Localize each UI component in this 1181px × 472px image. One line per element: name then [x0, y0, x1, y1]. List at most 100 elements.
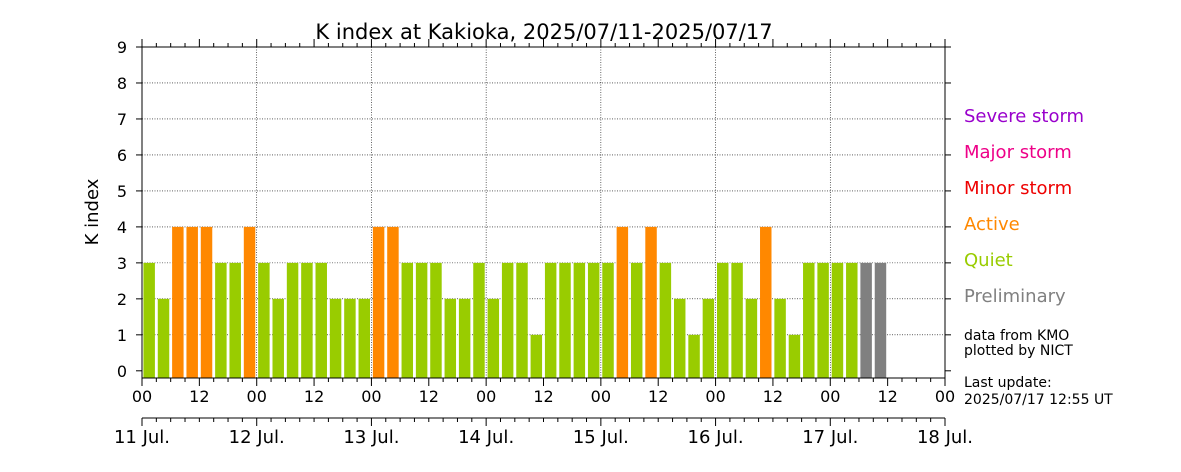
y-tick-label: 2: [117, 290, 127, 309]
x-tick-label: 00: [361, 387, 381, 406]
bar: [645, 226, 657, 378]
x-tick-label: 12: [648, 387, 668, 406]
x-tick-label: 00: [705, 387, 725, 406]
last-update-time: 2025/07/17 12:55 UT: [964, 392, 1113, 408]
bar: [516, 262, 528, 378]
bar: [717, 262, 729, 378]
date-tick-label: 13 Jul.: [343, 427, 399, 448]
x-tick-label: 12: [189, 387, 209, 406]
bar: [803, 262, 815, 378]
bar: [846, 262, 858, 378]
bar: [372, 226, 385, 378]
date-tick-label: 18 Jul.: [917, 427, 973, 448]
legend-major: Major storm: [964, 142, 1072, 163]
x-tick-label: 12: [763, 387, 783, 406]
bar: [659, 262, 672, 378]
bar: [358, 298, 370, 378]
bar: [186, 226, 198, 378]
bar: [272, 298, 284, 378]
bar: [157, 298, 170, 378]
date-tick-label: 16 Jul.: [688, 427, 744, 448]
x-tick-label: 00: [132, 387, 152, 406]
bar: [817, 262, 829, 378]
bar: [501, 262, 514, 378]
y-tick-label: 9: [117, 38, 127, 57]
bar: [559, 262, 571, 378]
bar: [387, 226, 399, 378]
data-source-note: data from KMO: [964, 328, 1069, 344]
bar: [630, 262, 643, 378]
grid-lines: [142, 46, 945, 378]
legend-quiet: Quiet: [964, 250, 1013, 271]
x-tick-label: 00: [591, 387, 611, 406]
bar: [760, 226, 772, 378]
bar: [200, 226, 213, 378]
x-tick-label: 00: [247, 387, 267, 406]
y-tick-label: 0: [117, 362, 127, 381]
bar: [487, 298, 500, 378]
bar: [473, 262, 485, 378]
x-tick-label: 12: [304, 387, 324, 406]
y-tick-label: 3: [117, 254, 127, 273]
plotted-by-note: plotted by NICT: [964, 343, 1073, 359]
x-tick-label: 00: [820, 387, 840, 406]
legend-minor: Minor storm: [964, 178, 1072, 199]
last-update-label: Last update:: [964, 375, 1052, 391]
bar: [172, 226, 184, 378]
bar: [774, 298, 786, 378]
legend-preliminary: Preliminary: [964, 286, 1066, 307]
bar: [745, 298, 758, 378]
bar: [401, 262, 414, 378]
date-tick-label: 17 Jul.: [802, 427, 858, 448]
y-tick-label: 8: [117, 74, 127, 93]
x-axis-dates: 11 Jul. 12 Jul. 13 Jul. 14 Jul. 15 Jul. 16 Ju…: [114, 417, 973, 448]
bar: [458, 298, 471, 378]
x-tick-label: 00: [935, 387, 955, 406]
y-tick-label: 5: [117, 182, 127, 201]
bar: [258, 262, 270, 378]
legend: Severe storm Major storm Minor storm Active…: [964, 106, 1084, 307]
legend-active: Active: [964, 214, 1020, 235]
legend-severe: Severe storm: [964, 106, 1084, 127]
bar: [587, 262, 600, 378]
y-tick-label: 7: [117, 110, 127, 129]
bar: [286, 262, 299, 378]
date-tick-label: 11 Jul.: [114, 427, 170, 448]
bar: [544, 262, 557, 378]
y-tick-label: 6: [117, 146, 127, 165]
date-tick-label: 15 Jul.: [573, 427, 629, 448]
bar: [731, 262, 743, 378]
bar: [243, 226, 256, 378]
x-axis-hours: 00 12 00 12 00 12 00 12 00 12 00 12 00 12 00: [132, 39, 955, 406]
bar: [215, 262, 227, 378]
date-tick-label: 14 Jul.: [458, 427, 514, 448]
bar: [860, 262, 872, 378]
bar: [430, 262, 442, 378]
y-axis-label: K index: [82, 178, 103, 245]
bar: [530, 334, 543, 378]
bar: [573, 262, 586, 378]
bar: [702, 298, 715, 378]
bar: [874, 262, 887, 378]
bar: [301, 262, 313, 378]
date-tick-label: 12 Jul.: [229, 427, 285, 448]
bar: [602, 262, 614, 378]
x-tick-label: 12: [877, 387, 897, 406]
bar: [344, 298, 356, 378]
bar: [229, 262, 241, 378]
x-tick-label: 12: [419, 387, 439, 406]
bar: [788, 334, 801, 378]
x-tick-label: 00: [476, 387, 496, 406]
x-tick-label: 12: [533, 387, 553, 406]
bar: [831, 262, 844, 378]
bar: [143, 262, 155, 378]
bar: [444, 298, 457, 378]
y-tick-label: 1: [117, 326, 127, 345]
bar: [315, 262, 327, 378]
bar: [329, 298, 342, 378]
y-axis: 0 1 2 3 4 5 6 7 8 9: [117, 38, 951, 381]
bar: [415, 262, 428, 378]
bars: [143, 226, 887, 378]
bar: [616, 226, 629, 378]
